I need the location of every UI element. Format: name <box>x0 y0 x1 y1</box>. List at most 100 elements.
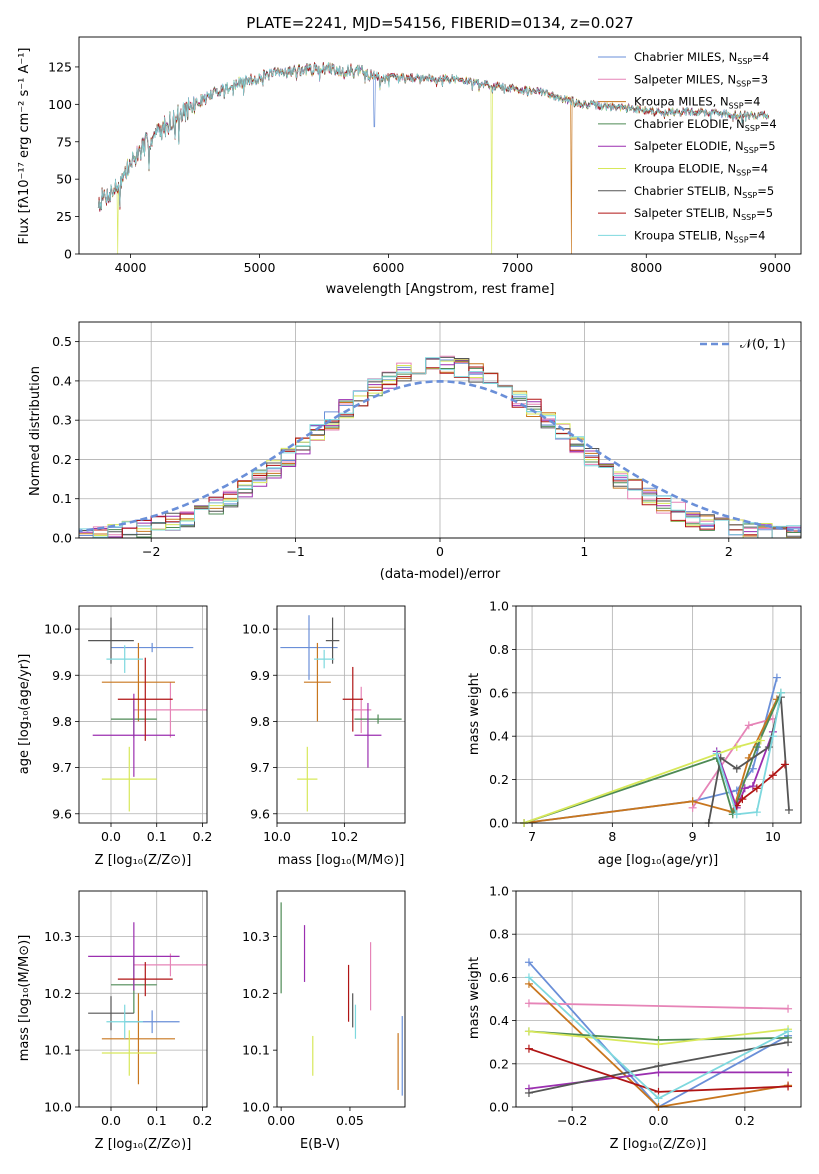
weight-vs-age-ytick-label: 1.0 <box>489 599 509 614</box>
spectrum-ytick-label: 100 <box>48 97 72 112</box>
spectrum-ytick-label: 25 <box>56 209 72 224</box>
mass-vs-Z-xtick-label: 0.2 <box>192 1113 212 1128</box>
age-vs-Z-errorbar-point <box>111 642 194 653</box>
weight-vs-age-marker <box>776 688 785 697</box>
age-vs-mass-axes: 10.0 10.2 9.6 9.7 9.8 9.9 10.0 <box>242 606 405 844</box>
age-vs-mass-ytick-label: 9.9 <box>250 668 270 683</box>
spectrum-legend-entry: Chabrier MILES, NSSP=4 <box>634 50 769 66</box>
residuals-xtick-label: 2 <box>725 544 733 559</box>
age-vs-mass-xtick-label: 10.0 <box>263 829 291 844</box>
age-vs-mass-ytick-label: 9.7 <box>250 760 270 775</box>
weight-vs-age-ytick-label: 0.0 <box>489 816 509 831</box>
weight-vs-Z-marker <box>654 1061 663 1070</box>
weight-vs-age-marker <box>784 805 793 814</box>
spectrum-frame <box>78 36 802 255</box>
age-vs-mass-ytick-label: 9.8 <box>250 714 270 729</box>
age-vs-Z-ytick-label: 9.6 <box>52 806 72 821</box>
weight-vs-Z-xtick-label: −0.2 <box>557 1113 587 1128</box>
weight-vs-Z-marker <box>524 973 533 982</box>
weight-vs-age-xtick-label: 7 <box>528 829 536 844</box>
age-vs-Z-ytick-label: 9.7 <box>52 760 72 775</box>
weight-vs-age-marker <box>752 808 761 817</box>
wZ-xlabel: Z [log₁₀(Z/Z⊙)] <box>610 1137 707 1152</box>
weight-vs-Z-ytick-label: 0.8 <box>489 927 509 942</box>
spectrum-series-line <box>97 62 769 254</box>
spectrum-xtick-label: 7000 <box>501 260 533 275</box>
weight-vs-Z-marker <box>524 999 533 1008</box>
weight-vs-age-marker <box>748 782 757 791</box>
age-vs-Z-ytick-label: 10.0 <box>44 622 72 637</box>
weight-vs-age-marker <box>748 764 757 773</box>
age-vs-Z-errorbar-point <box>133 682 207 738</box>
age-vs-Z-ytick-label: 9.9 <box>52 668 72 683</box>
age-vs-Z-errorbar-point <box>92 693 175 777</box>
residuals-xtick-label: −1 <box>286 544 304 559</box>
spectrum-legend-entry: Chabrier ELODIE, NSSP=4 <box>634 117 777 133</box>
weight-vs-age-ytick-label: 0.6 <box>489 685 509 700</box>
mass-vs-Z-ytick-label: 10.3 <box>44 929 72 944</box>
weight-vs-Z-xtick-label: 0.0 <box>649 1113 669 1128</box>
ageZ-ylabel: age [log₁₀(age/yr)] <box>17 654 32 775</box>
age-vs-mass-errorbar-point <box>280 615 338 680</box>
weight-vs-Z-marker <box>524 958 533 967</box>
weight-vs-Z-marker <box>654 1094 663 1103</box>
weight-vs-age-marker <box>688 797 697 806</box>
age-vs-mass-frame <box>276 605 406 824</box>
mass-vs-EBV-xtick-label: 0.00 <box>267 1113 295 1128</box>
weight-vs-age-xtick-label: 8 <box>608 829 616 844</box>
residuals-histogram <box>79 356 801 538</box>
mass-vs-EBV-ytick-label: 10.1 <box>242 1043 270 1058</box>
weight-vs-age-marker <box>768 771 777 780</box>
age-vs-mass-ytick-label: 10.0 <box>242 622 270 637</box>
age-vs-mass-errorbar-point <box>325 617 340 664</box>
residuals-ytick-label: 0.1 <box>52 491 72 506</box>
weight-vs-Z-ytick-label: 0.6 <box>489 970 509 985</box>
spectrum-ytick-label: 50 <box>56 172 72 187</box>
mass-vs-Z-xtick-label: 0.0 <box>101 1113 121 1128</box>
weight-vs-Z-marker <box>784 1004 793 1013</box>
spectrum-ytick-label: 75 <box>56 134 72 149</box>
weight-vs-Z-marker <box>524 1088 533 1097</box>
weight-vs-Z-marker <box>784 1027 793 1036</box>
mZ-xlabel: Z [log₁₀(Z/Z⊙)] <box>95 1137 192 1152</box>
weight-vs-age-series-line <box>707 696 790 823</box>
age-vs-Z-errorbar-point <box>106 645 143 673</box>
spectrum-legend-entry: Salpeter ELODIE, NSSP=5 <box>634 139 776 155</box>
mass-vs-Z-errorbar-point <box>117 962 173 997</box>
mass-vs-Z-errorbar-point <box>88 922 180 991</box>
weight-vs-Z-series-line <box>528 1002 789 1010</box>
weight-vs-age-marker <box>738 795 747 804</box>
weight-vs-age-ytick-label: 0.8 <box>489 642 509 657</box>
wAge-xlabel: age [log₁₀(age/yr)] <box>598 853 719 868</box>
spectrum-xtick-label: 9000 <box>759 260 791 275</box>
weight-vs-age-marker <box>712 749 721 758</box>
spectrum-legend-entry: Salpeter MILES, NSSP=3 <box>634 72 768 88</box>
age-vs-mass-errorbar-point <box>354 702 382 768</box>
mass-vs-Z-errorbar-point <box>106 1004 143 1039</box>
age-vs-Z-ytick-label: 9.8 <box>52 714 72 729</box>
spectrum-xtick-label: 8000 <box>630 260 662 275</box>
mass-vs-EBV-ytick-label: 10.0 <box>242 1100 270 1115</box>
mass-vs-Z-xtick-label: 0.1 <box>147 1113 167 1128</box>
age-vs-Z-errorbar-point <box>117 657 173 741</box>
age-vs-Z-xtick-label: 0.0 <box>101 829 121 844</box>
age-vs-Z-axes: 0.0 0.1 0.2 9.6 9.7 9.8 9.9 10.0 <box>44 606 212 844</box>
age-vs-Z-frame <box>78 605 208 824</box>
residuals-histogram <box>79 357 801 538</box>
weight-vs-Z-marker <box>654 1040 663 1049</box>
mass-vs-Z-frame <box>78 890 208 1108</box>
residuals-xlabel: (data-model)/error <box>380 567 501 582</box>
mass-vs-EBV-xtick-label: 0.05 <box>336 1113 364 1128</box>
weight-vs-Z-frame <box>515 890 802 1108</box>
weight-vs-Z-ytick-label: 1.0 <box>489 884 509 899</box>
mass-vs-Z-errorbar-point <box>101 1030 157 1076</box>
spectrum-xlabel: wavelength [Angstrom, rest frame] <box>326 282 555 297</box>
mass-vs-Z-errorbar-point <box>101 993 175 1085</box>
spectrum-ylabel: Flux [fλ10⁻¹⁷ erg cm⁻² s⁻¹ A⁻¹] <box>17 48 32 245</box>
weight-vs-Z-marker <box>524 1027 533 1036</box>
mass-vs-Z-ytick-label: 10.0 <box>44 1100 72 1115</box>
weight-vs-age-marker <box>780 760 789 769</box>
weight-vs-Z-marker <box>784 1068 793 1077</box>
residuals-xtick-label: 1 <box>580 544 588 559</box>
spectrum-ytick-label: 0 <box>64 247 72 262</box>
